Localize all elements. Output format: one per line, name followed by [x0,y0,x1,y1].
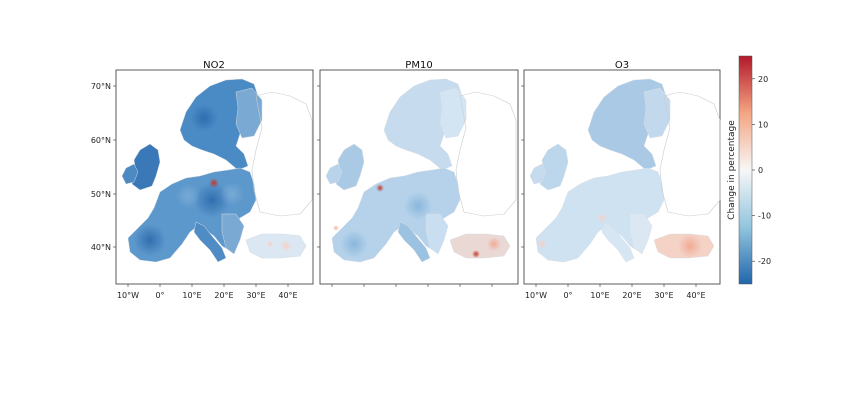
panel-no2: NO2 [91,60,314,300]
x-tick-label: 0° [563,291,572,300]
europe-landmass [325,78,517,263]
hotspot-italy [597,213,607,223]
europe-landmass [529,78,721,263]
x-tick-label: 20°E [214,291,233,300]
x-tick-label: 10°W [525,291,547,300]
panel-o3: O3 10°W 0° 10°E 20°E 30°E 40°E [521,60,721,300]
colorbar: 20 10 0 -10 -20 Change in percentage [727,55,771,285]
hotspot-turkey [472,250,480,258]
colorbar-ticks: 20 10 0 -10 -20 [752,75,771,266]
y-tick-label: 60°N [91,136,111,145]
colorbar-tick-label: 20 [758,75,768,84]
x-tick-label: 0° [155,291,164,300]
axis-ticks: 10°W 0° 10°E 20°E 30°E 40°E [521,85,706,300]
x-tick-label: 40°E [686,291,705,300]
x-tick-label: 30°E [654,291,673,300]
colorbar-tick-label: -20 [758,257,771,266]
y-tick-label: 40°N [91,243,111,252]
x-tick-label: 40°E [278,291,297,300]
panel-title: O3 [615,60,629,71]
europe-landmass [121,78,313,263]
colorbar-gradient [738,55,753,285]
hotspot-poland [209,178,219,188]
axis-ticks [317,85,493,287]
hotspot-netherlands [376,184,384,192]
x-tick-label: 10°W [117,291,139,300]
panel-title: NO2 [203,60,225,71]
colorbar-tick-label: -10 [758,212,771,221]
x-tick-label: 10°E [590,291,609,300]
x-tick-label: 20°E [622,291,641,300]
panel-pm10: PM10 [317,60,519,287]
hotspot-turkey [678,234,702,258]
axis-ticks: 70°N 60°N 50°N 40°N 10°W 0° 10°E 20°E 30°E 40°E [91,82,298,300]
colorbar-label: Change in percentage [727,120,737,220]
colorbar-tick-label: 0 [758,166,763,175]
x-tick-label: 10°E [182,291,201,300]
colorbar-tick-label: 10 [758,120,768,129]
panel-title: PM10 [405,60,432,71]
x-tick-label: 30°E [246,291,265,300]
y-tick-label: 70°N [91,82,111,91]
y-tick-label: 50°N [91,190,111,199]
hotspot-turkey [280,240,292,252]
